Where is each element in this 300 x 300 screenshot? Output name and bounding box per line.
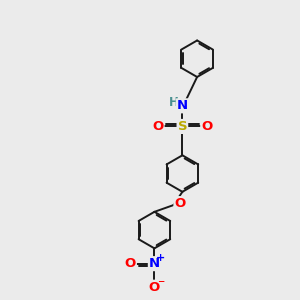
Text: N: N <box>177 99 188 112</box>
Text: H: H <box>169 96 179 109</box>
Text: O: O <box>152 120 164 133</box>
Text: O: O <box>201 120 212 133</box>
Text: O: O <box>149 281 160 294</box>
Text: N: N <box>149 257 160 270</box>
Text: O: O <box>174 197 186 210</box>
Text: S: S <box>178 120 187 133</box>
Text: ⁻: ⁻ <box>157 277 165 291</box>
Text: +: + <box>156 253 165 263</box>
Text: O: O <box>124 257 136 270</box>
